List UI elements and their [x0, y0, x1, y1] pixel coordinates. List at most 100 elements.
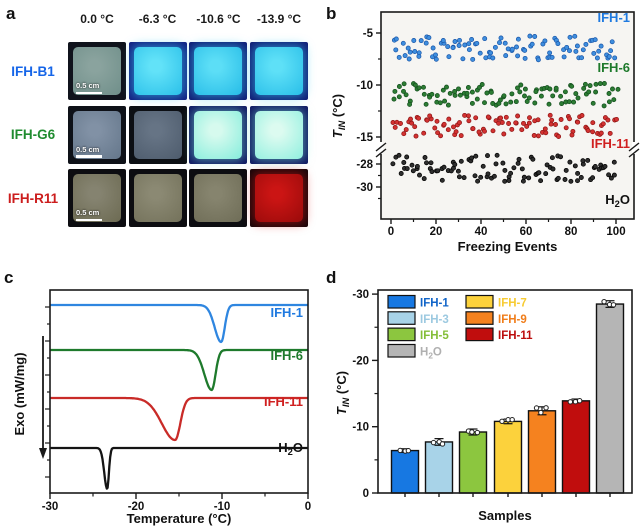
data-point [438, 133, 444, 139]
axis-break-mark [628, 142, 640, 152]
data-point [598, 43, 604, 49]
data-point [590, 120, 596, 126]
data-point [473, 115, 479, 121]
data-point [469, 89, 475, 95]
sample-photo-IFH-B1-col3 [249, 42, 308, 100]
legend-swatch-IFH-7 [465, 294, 494, 309]
data-point [596, 48, 602, 54]
data-point [502, 40, 508, 46]
legend-label-IFH-7: IFH-7 [498, 298, 527, 310]
data-point [533, 89, 539, 95]
legend-label-H2O: H2O [420, 347, 442, 361]
data-point [444, 84, 449, 90]
data-point [567, 116, 572, 122]
data-point [509, 126, 515, 132]
legend-swatch-H2O [387, 343, 416, 358]
data-point [462, 112, 468, 118]
data-point [428, 160, 434, 166]
data-point [393, 47, 399, 53]
data-point [567, 48, 572, 54]
data-point [598, 130, 604, 136]
data-point [451, 124, 456, 130]
data-point [506, 121, 512, 126]
panel-d-letter: d [326, 268, 337, 287]
hydrogel-sample-square [133, 110, 182, 159]
data-point [558, 154, 564, 160]
data-point [392, 88, 398, 94]
data-point [494, 152, 500, 158]
data-point [611, 159, 617, 165]
data-point [573, 91, 579, 97]
data-point [522, 55, 528, 61]
temperature-column-header: 0.0 °C [80, 12, 114, 26]
data-point [516, 156, 522, 162]
data-point [602, 163, 608, 169]
plot-frame [377, 289, 633, 494]
data-point [490, 55, 496, 61]
data-point [461, 175, 467, 181]
y-axis-title: TIN (°C) [334, 371, 351, 415]
y-axis-title: TIN (°C) [330, 94, 347, 138]
data-point [446, 116, 452, 122]
data-point [457, 120, 462, 126]
data-point [446, 54, 452, 60]
data-point [460, 56, 466, 62]
sample-photo-IFH-R11-col1 [128, 169, 187, 227]
x-tick-label: 20 [430, 226, 443, 238]
replicate-point [567, 399, 574, 405]
axis-break-mark [375, 148, 387, 158]
data-point [407, 49, 413, 55]
replicate-point [543, 405, 549, 411]
data-point [514, 44, 519, 50]
data-point [587, 83, 593, 89]
data-point [480, 163, 486, 169]
data-point [503, 53, 509, 59]
replicate-point [430, 439, 437, 446]
data-point [547, 50, 553, 56]
data-point [521, 174, 527, 180]
legend-label-IFH-5: IFH-5 [420, 330, 449, 342]
data-point [469, 100, 475, 106]
data-point [579, 55, 585, 61]
data-point [563, 167, 569, 173]
data-point [580, 158, 586, 164]
data-point [404, 154, 410, 160]
series-label-H2O: H2O [605, 192, 630, 209]
data-point [590, 129, 596, 135]
data-point [398, 121, 403, 126]
panel-c-letter: c [4, 268, 14, 287]
data-point [566, 99, 572, 105]
data-point [432, 125, 438, 131]
data-point [549, 54, 555, 60]
data-point [575, 178, 580, 184]
data-point [575, 95, 581, 101]
data-point [435, 168, 441, 174]
data-point [550, 93, 556, 99]
dsc-curve-IFH-11 [49, 396, 309, 442]
data-point [499, 120, 505, 125]
data-point [445, 44, 451, 50]
y-tick-label: -30 [356, 182, 373, 194]
data-point [458, 133, 464, 139]
y-tick-label: -15 [356, 132, 373, 144]
sample-photo-IFH-R11-col2 [189, 169, 247, 227]
data-point [401, 160, 407, 165]
data-point [498, 115, 504, 121]
replicate-point [601, 298, 607, 305]
data-point [437, 100, 443, 106]
data-point [590, 175, 596, 181]
data-point [591, 50, 597, 56]
series-label-IFH-6: IFH-6 [598, 60, 631, 75]
scatter-series-IFH-6 [391, 81, 621, 109]
data-point [421, 84, 426, 90]
data-point [580, 47, 586, 53]
legend-swatch-IFH-5 [387, 327, 416, 342]
data-point [411, 38, 417, 43]
hydrogel-sample-square [133, 174, 182, 222]
data-point [440, 87, 446, 93]
data-point [511, 165, 517, 171]
legend-label-IFH-9: IFH-9 [498, 314, 527, 326]
data-point [450, 45, 456, 51]
data-point [581, 85, 587, 91]
data-point [527, 33, 533, 39]
